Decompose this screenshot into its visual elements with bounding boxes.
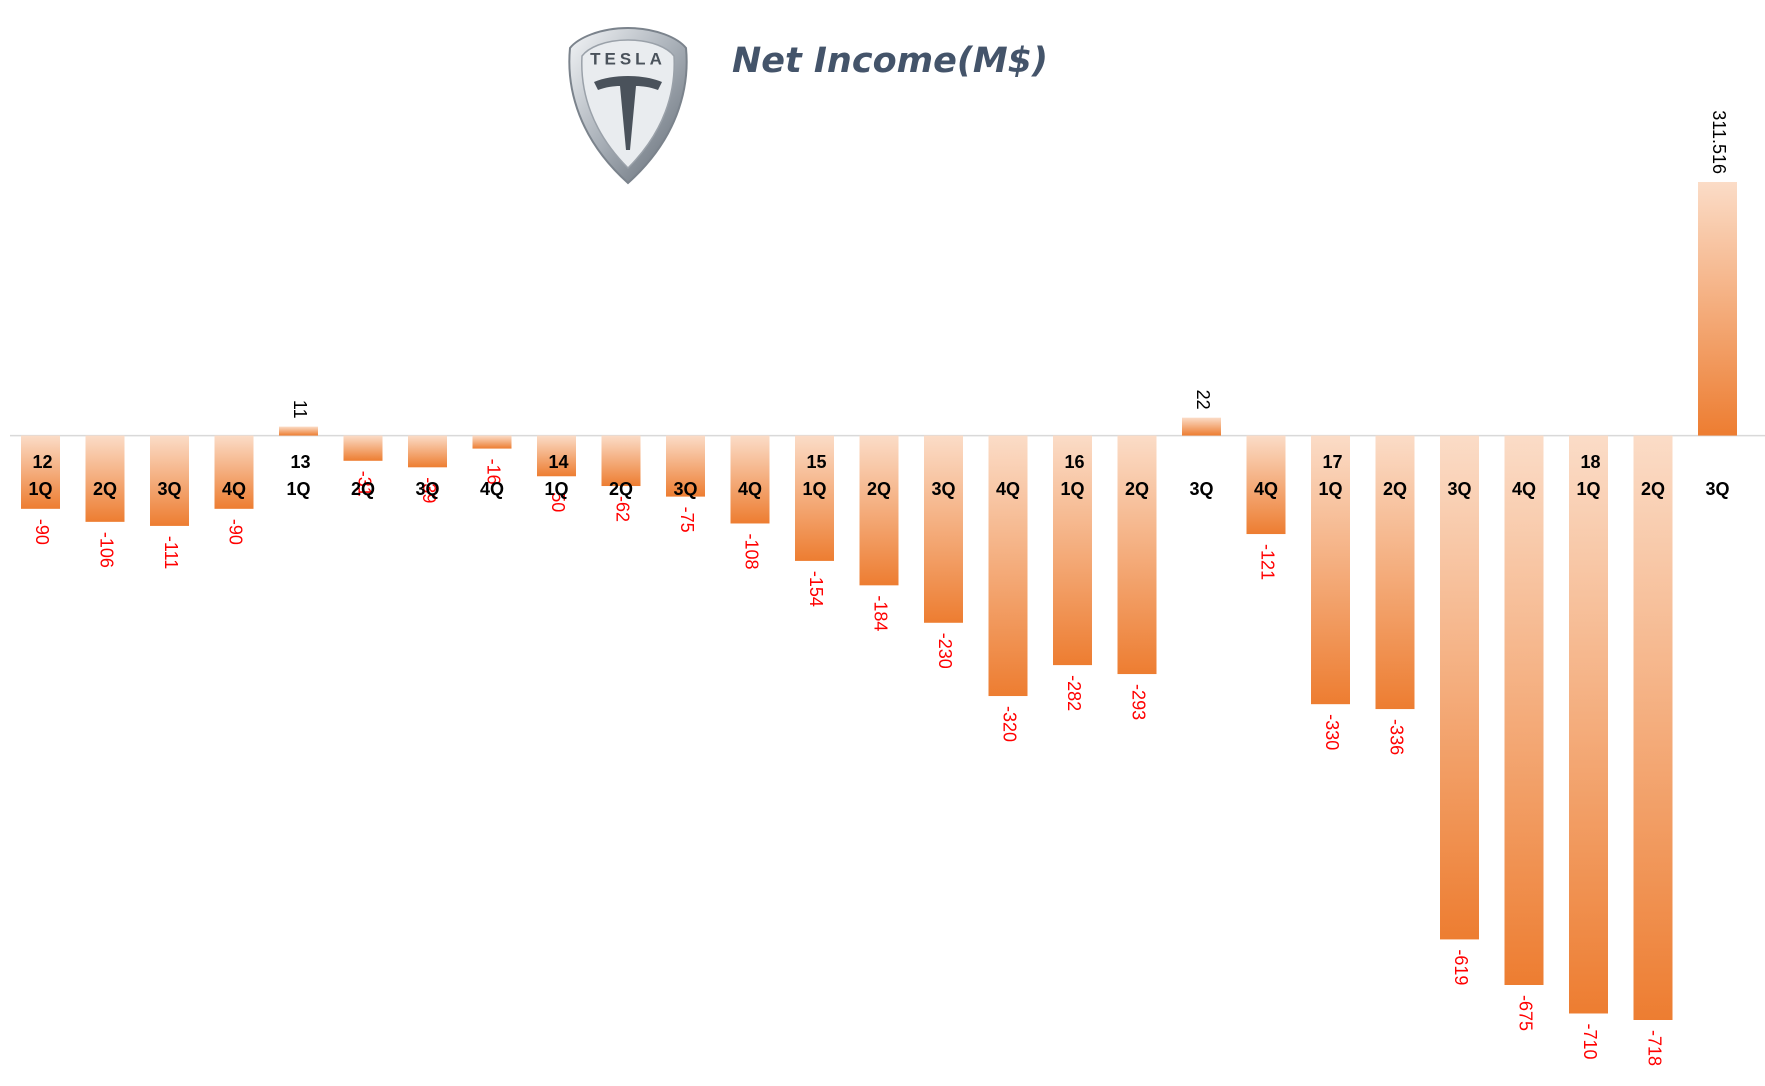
value-label: -106 — [96, 532, 116, 568]
bar — [1504, 435, 1544, 985]
value-label: -675 — [1515, 995, 1535, 1031]
value-label: -154 — [806, 571, 826, 607]
bar — [1698, 182, 1737, 436]
value-label: -282 — [1064, 675, 1084, 711]
value-label: -111 — [161, 536, 181, 569]
x-tick-label: 2Q — [1125, 479, 1149, 499]
bar — [1440, 435, 1479, 940]
year-label: 13 — [290, 452, 310, 472]
value-label: -710 — [1580, 1023, 1600, 1059]
x-tick-label: 2Q — [867, 479, 891, 499]
year-label: 16 — [1064, 452, 1084, 472]
bar — [472, 435, 512, 449]
x-tick-label: 1Q — [28, 479, 52, 499]
value-label: -90 — [32, 519, 52, 545]
value-label: -230 — [935, 633, 955, 669]
value-label: -62 — [612, 496, 632, 522]
value-label: -320 — [999, 706, 1019, 742]
bar — [666, 435, 705, 497]
bar — [343, 435, 383, 461]
bar — [1117, 435, 1157, 675]
x-tick-label: 4Q — [222, 479, 246, 499]
value-label: -90 — [225, 519, 245, 545]
bar — [1053, 435, 1092, 666]
chart-title: Net Income(M$) — [732, 41, 1048, 81]
x-tick-label: 3Q — [415, 479, 439, 499]
value-label: -108 — [741, 533, 761, 569]
x-tick-label: 4Q — [480, 479, 504, 499]
x-tick-label: 3Q — [1189, 479, 1213, 499]
value-label: -16 — [483, 459, 503, 485]
value-label: 22 — [1193, 390, 1213, 410]
value-label: -293 — [1128, 684, 1148, 720]
bar — [1182, 417, 1221, 436]
year-label: 15 — [806, 452, 826, 472]
bar — [1246, 435, 1286, 535]
bar — [150, 435, 189, 526]
bar — [988, 435, 1028, 697]
value-label: -121 — [1257, 544, 1277, 580]
x-tick-label: 2Q — [93, 479, 117, 499]
x-tick-label: 2Q — [351, 479, 375, 499]
x-tick-label: 1Q — [802, 479, 826, 499]
bar — [1569, 435, 1608, 1014]
value-label: -50 — [548, 486, 568, 512]
x-tick-label: 2Q — [609, 479, 633, 499]
value-label: 311.516 — [1709, 110, 1729, 174]
x-tick-label: 3Q — [1447, 479, 1471, 499]
bar — [795, 435, 834, 561]
value-label: 11 — [290, 400, 310, 419]
year-label: 18 — [1580, 452, 1600, 472]
value-label: -39 — [419, 477, 439, 503]
value-label: -31 — [354, 471, 374, 497]
bar — [279, 426, 318, 436]
bar — [1311, 435, 1350, 705]
bar — [21, 435, 60, 509]
value-label: -184 — [870, 595, 890, 631]
value-label: -330 — [1322, 714, 1342, 750]
value-label: -75 — [677, 507, 697, 533]
value-label: -718 — [1644, 1030, 1664, 1066]
x-tick-label: 3Q — [157, 479, 181, 499]
x-tick-label: 1Q — [1060, 479, 1084, 499]
year-label: 17 — [1322, 452, 1342, 472]
x-tick-label: 1Q — [1576, 479, 1600, 499]
x-tick-label: 1Q — [1318, 479, 1342, 499]
bar — [537, 435, 576, 477]
value-label: -619 — [1451, 949, 1471, 985]
x-tick-label: 4Q — [996, 479, 1020, 499]
bar — [85, 435, 125, 522]
bar — [859, 435, 899, 586]
x-tick-label: 1Q — [286, 479, 310, 499]
x-tick-label: 3Q — [673, 479, 697, 499]
logo: TESLA — [568, 26, 688, 185]
bar — [601, 435, 641, 487]
x-tick-label: 3Q — [1705, 479, 1729, 499]
x-tick-label: 4Q — [1254, 479, 1278, 499]
logo-t — [594, 76, 662, 150]
x-tick-label: 1Q — [544, 479, 568, 499]
x-tick-label: 2Q — [1383, 479, 1407, 499]
x-tick-label: 4Q — [1512, 479, 1536, 499]
x-tick-label: 4Q — [738, 479, 762, 499]
bar — [214, 435, 254, 509]
logo-text: TESLA — [590, 49, 666, 68]
x-tick-label: 2Q — [1641, 479, 1665, 499]
bar — [1375, 435, 1415, 710]
bar — [730, 435, 770, 524]
bar — [408, 435, 447, 468]
bar — [1633, 435, 1673, 1020]
value-label: -336 — [1386, 719, 1406, 755]
year-label: 14 — [548, 452, 568, 472]
bar — [924, 435, 963, 623]
year-label: 12 — [32, 452, 52, 472]
x-tick-label: 3Q — [931, 479, 955, 499]
